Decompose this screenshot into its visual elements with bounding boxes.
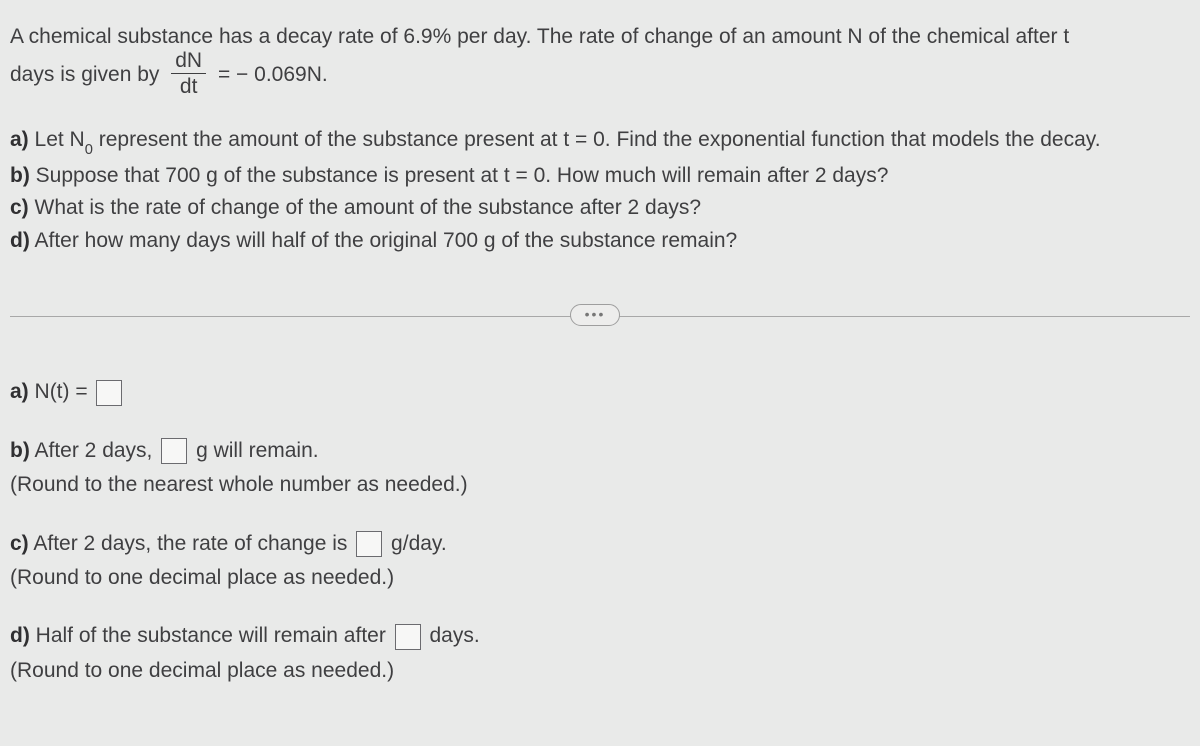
answer-c-input[interactable] (356, 531, 382, 557)
answer-b-hint: (Round to the nearest whole number as ne… (10, 470, 1190, 500)
question-d-text: After how many days will half of the ori… (30, 229, 737, 252)
problem-page: A chemical substance has a decay rate of… (0, 0, 1200, 724)
separator: ••• (10, 316, 1190, 317)
fraction-numerator: dN (171, 50, 206, 74)
question-b-label: b) (10, 164, 30, 187)
fraction-dn-dt: dN dt (171, 50, 206, 97)
answer-a: a) N(t) = (10, 377, 1190, 407)
answer-d-hint: (Round to one decimal place as needed.) (10, 656, 1190, 686)
question-c-text: What is the rate of change of the amount… (29, 196, 701, 219)
answer-b: b) After 2 days, g will remain. (Round t… (10, 436, 1190, 501)
intro-line2-post: = − 0.069N. (218, 63, 328, 86)
answer-a-input[interactable] (96, 380, 122, 406)
question-list: a) Let N0 represent the amount of the su… (10, 125, 1190, 256)
answer-c-label: c) (10, 532, 29, 555)
answer-b-post: g will remain. (190, 439, 318, 462)
question-b-text: Suppose that 700 g of the substance is p… (30, 164, 889, 187)
question-d-label: d) (10, 229, 30, 252)
answer-c-post: g/day. (385, 532, 446, 555)
answer-c-pre: After 2 days, the rate of change is (29, 532, 354, 555)
intro-line2: days is given by dN dt = − 0.069N. (10, 52, 1190, 99)
question-a: a) Let N0 represent the amount of the su… (10, 125, 1190, 159)
question-c: c) What is the rate of change of the amo… (10, 193, 1190, 223)
answer-d-label: d) (10, 624, 30, 647)
question-a-post: represent the amount of the substance pr… (93, 128, 1101, 151)
question-a-sub: 0 (85, 142, 93, 158)
answer-b-pre: After 2 days, (30, 439, 158, 462)
answer-c-hint: (Round to one decimal place as needed.) (10, 563, 1190, 593)
answer-c: c) After 2 days, the rate of change is g… (10, 529, 1190, 594)
answer-b-input[interactable] (161, 438, 187, 464)
question-b: b) Suppose that 700 g of the substance i… (10, 161, 1190, 191)
answer-a-label: a) (10, 380, 29, 403)
fraction-denominator: dt (171, 74, 206, 97)
answer-d-input[interactable] (395, 624, 421, 650)
intro-block: A chemical substance has a decay rate of… (10, 22, 1190, 99)
intro-line1: A chemical substance has a decay rate of… (10, 22, 1190, 52)
answer-b-label: b) (10, 439, 30, 462)
question-a-label: a) (10, 128, 29, 151)
answer-d: d) Half of the substance will remain aft… (10, 621, 1190, 686)
answer-d-post: days. (424, 624, 480, 647)
question-c-label: c) (10, 196, 29, 219)
answer-d-pre: Half of the substance will remain after (30, 624, 392, 647)
intro-line2-pre: days is given by (10, 63, 165, 86)
question-a-pre: Let N (29, 128, 85, 151)
question-d: d) After how many days will half of the … (10, 226, 1190, 256)
expand-pill[interactable]: ••• (570, 304, 620, 326)
answer-a-text: N(t) = (29, 380, 94, 403)
